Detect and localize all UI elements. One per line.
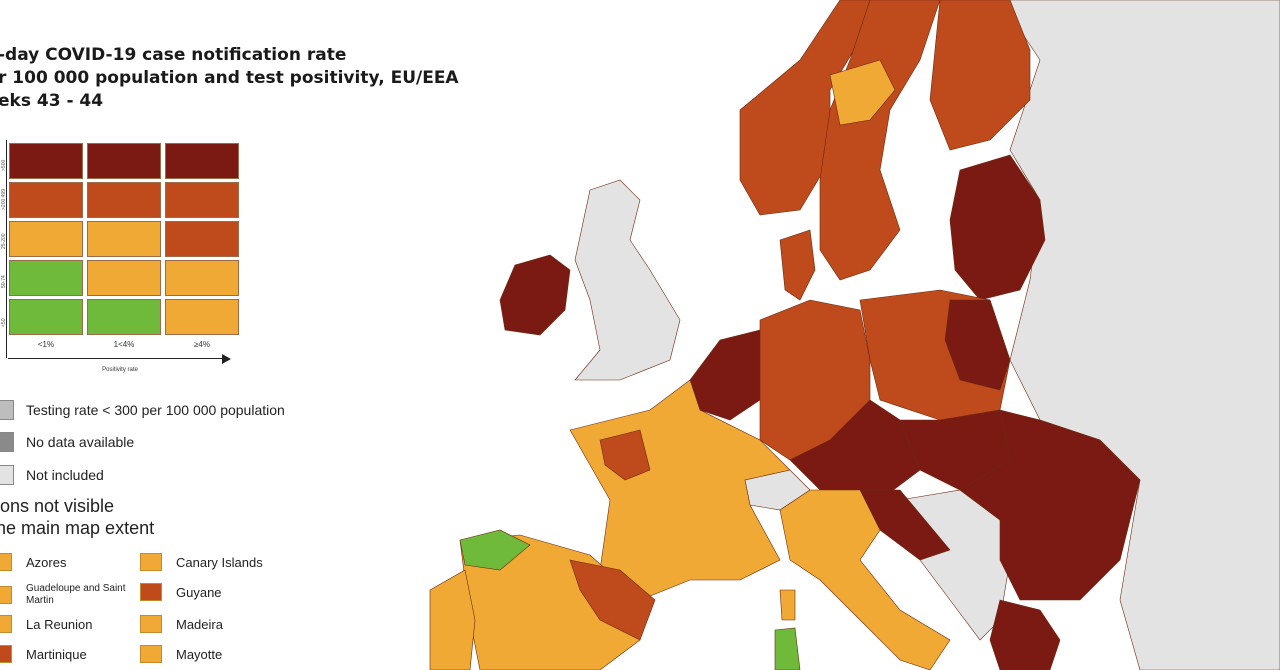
- legend-item: Testing rate < 300 per 100 000 populatio…: [0, 400, 285, 420]
- legend-item: No data available: [0, 432, 134, 452]
- region-label: Mayotte: [176, 646, 223, 662]
- map-region-sweden-central: [829, 59, 896, 126]
- matrix-cell: [9, 221, 83, 257]
- map-region-sardinia: [774, 627, 801, 670]
- region-swatch: [0, 553, 12, 571]
- map-title: -day COVID-19 case notification rate r 1…: [0, 44, 459, 113]
- region-item: Mayotte: [140, 645, 222, 663]
- region-item: Guyane: [140, 583, 222, 601]
- positivity-tick-label: ≥4%: [194, 340, 210, 349]
- positivity-tick-label: <1%: [37, 340, 55, 349]
- matrix-cell: [87, 143, 161, 179]
- region-label: Canary Islands: [176, 554, 263, 570]
- positivity-axis-title: Positivity rate: [102, 367, 138, 373]
- map-region-romania-bulgaria: [959, 409, 1141, 601]
- matrix-cell: [165, 299, 239, 335]
- title-line-3: eks 43 - 44: [0, 91, 104, 111]
- region-label: Guyane: [176, 584, 222, 600]
- x-axis-arrow-icon: [222, 354, 231, 364]
- region-swatch: [0, 645, 12, 663]
- legend-label: Testing rate < 300 per 100 000 populatio…: [26, 402, 285, 418]
- matrix-cell: [9, 299, 83, 335]
- title-line-1: -day COVID-19 case notification rate: [0, 45, 347, 65]
- matrix-cell: [9, 260, 83, 296]
- region-label: La Reunion: [26, 616, 93, 632]
- matrix-cell: [165, 260, 239, 296]
- region-label: Martinique: [26, 646, 87, 662]
- map-region-benelux: [689, 329, 761, 421]
- matrix-cell: [9, 143, 83, 179]
- map-region-france-north: [599, 429, 651, 481]
- region-item: La Reunion: [0, 615, 93, 633]
- title-line-2: r 100 000 population and test positivity…: [0, 68, 459, 88]
- matrix-cell: [165, 143, 239, 179]
- region-swatch: [140, 645, 162, 663]
- region-label: Madeira: [176, 616, 223, 632]
- legend-label: No data available: [26, 434, 135, 450]
- map-region-poland-east: [944, 299, 1011, 391]
- regions-title-line-2: he main map extent: [0, 518, 155, 538]
- map-region-ireland: [499, 254, 571, 336]
- region-swatch: [140, 553, 162, 571]
- region-swatch: [0, 586, 12, 604]
- map-region-italy: [779, 489, 951, 670]
- map-region-greece: [989, 599, 1061, 670]
- region-swatch: [0, 615, 12, 633]
- map-region-finland: [929, 0, 1031, 151]
- legend-swatch: [0, 400, 14, 420]
- map-region-baltics: [949, 154, 1046, 301]
- matrix-cell: [165, 221, 239, 257]
- legend-swatch: [0, 432, 14, 452]
- map-region-norway: [739, 0, 871, 216]
- map-region-portugal: [429, 569, 476, 670]
- map-region-uk: [574, 179, 681, 381]
- matrix-cell: [9, 182, 83, 218]
- map-region-spain-northeast: [569, 559, 656, 641]
- matrix-y-axis: [6, 140, 7, 358]
- region-item: Azores: [0, 553, 66, 571]
- map-region-corsica: [779, 589, 796, 621]
- region-swatch: [140, 583, 162, 601]
- region-item: Guadeloupe and Saint Martin: [0, 583, 126, 607]
- region-item: Canary Islands: [140, 553, 263, 571]
- region-swatch: [140, 615, 162, 633]
- positivity-tick-label: 1<4%: [113, 340, 135, 349]
- region-item: Martinique: [0, 645, 87, 663]
- legend-swatch: [0, 465, 14, 485]
- region-label: Azores: [26, 554, 67, 570]
- region-item: Madeira: [140, 615, 223, 633]
- legend-label: Not included: [26, 467, 104, 483]
- matrix-x-axis: [8, 358, 226, 359]
- legend-item: Not included: [0, 465, 104, 485]
- map-region-spain-north: [459, 529, 531, 571]
- map-region-denmark: [779, 229, 816, 301]
- region-label: Guadeloupe and Saint Martin: [26, 583, 126, 606]
- matrix-cell: [165, 182, 239, 218]
- matrix-cell: [87, 182, 161, 218]
- regions-title-line-1: ions not visible: [0, 496, 115, 516]
- matrix-cell: [87, 299, 161, 335]
- matrix-cell: [87, 221, 161, 257]
- regions-title: ions not visible he main map extent: [0, 495, 154, 539]
- matrix-cell: [87, 260, 161, 296]
